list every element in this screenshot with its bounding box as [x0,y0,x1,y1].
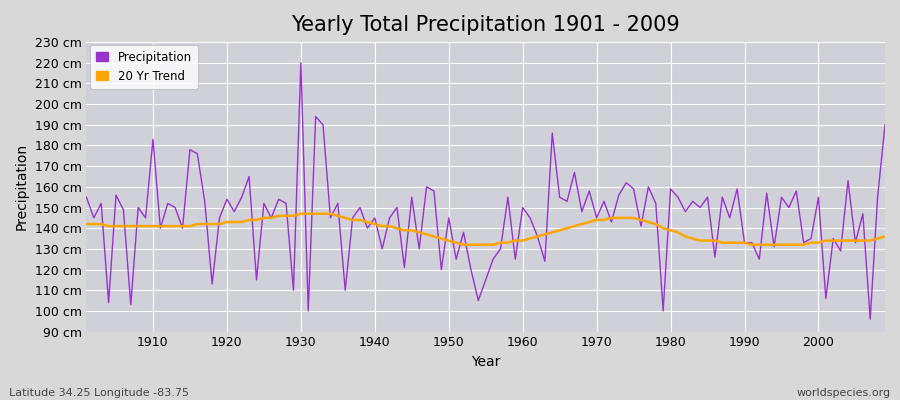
Legend: Precipitation, 20 Yr Trend: Precipitation, 20 Yr Trend [90,45,198,89]
Text: worldspecies.org: worldspecies.org [796,388,891,398]
Y-axis label: Precipitation: Precipitation [15,143,29,230]
Title: Yearly Total Precipitation 1901 - 2009: Yearly Total Precipitation 1901 - 2009 [292,15,680,35]
X-axis label: Year: Year [471,355,500,369]
Text: Latitude 34.25 Longitude -83.75: Latitude 34.25 Longitude -83.75 [9,388,189,398]
